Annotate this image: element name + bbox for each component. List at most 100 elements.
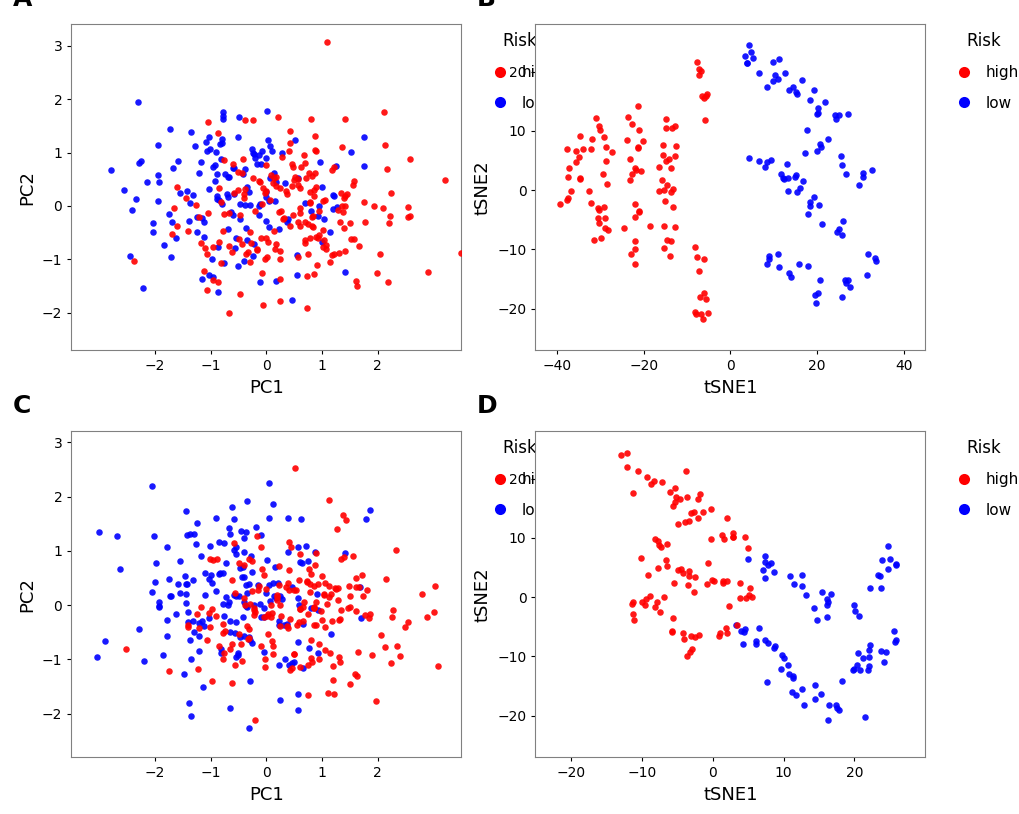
Point xyxy=(861,639,877,652)
Point xyxy=(639,569,655,582)
Point xyxy=(336,113,353,126)
Point xyxy=(429,659,445,672)
Point xyxy=(291,220,308,233)
Point xyxy=(646,601,662,614)
Point xyxy=(252,597,268,610)
Point xyxy=(327,582,343,595)
Point xyxy=(221,207,237,220)
Point xyxy=(702,532,718,545)
Point xyxy=(277,185,293,198)
X-axis label: PC1: PC1 xyxy=(249,786,283,803)
Point xyxy=(713,528,730,541)
Point xyxy=(233,237,250,250)
Point xyxy=(703,574,719,587)
Point xyxy=(879,540,896,553)
Point xyxy=(281,583,298,596)
Point xyxy=(214,627,230,640)
Point xyxy=(271,182,287,195)
Point xyxy=(325,203,341,216)
Point xyxy=(225,537,242,550)
Point xyxy=(324,248,340,261)
Point xyxy=(388,640,405,653)
Point xyxy=(252,176,268,189)
Legend: high, low: high, low xyxy=(484,439,554,518)
Point xyxy=(253,640,269,653)
Point xyxy=(734,637,750,650)
Point xyxy=(218,188,234,201)
Point xyxy=(591,124,607,137)
Point xyxy=(257,215,273,228)
Point xyxy=(378,572,394,585)
Point xyxy=(233,654,250,667)
Point xyxy=(623,168,639,181)
Point xyxy=(267,591,283,604)
Point xyxy=(306,267,322,280)
Point xyxy=(794,175,810,188)
Point xyxy=(267,195,283,208)
Point xyxy=(662,185,679,198)
Point xyxy=(596,221,612,234)
Point xyxy=(264,144,280,157)
Point xyxy=(286,170,303,183)
Point xyxy=(626,257,642,270)
Point xyxy=(658,178,675,191)
Point xyxy=(289,179,306,192)
Point xyxy=(297,196,313,209)
Point xyxy=(736,50,752,63)
Point xyxy=(655,590,672,603)
Point xyxy=(739,542,755,555)
Point xyxy=(787,689,803,702)
Point xyxy=(380,275,396,288)
Point xyxy=(300,217,316,230)
Point xyxy=(281,219,298,232)
Point xyxy=(585,234,601,247)
Point xyxy=(244,637,260,650)
Point xyxy=(829,223,846,236)
Point xyxy=(304,220,320,233)
Point xyxy=(201,611,217,624)
Point xyxy=(764,566,781,579)
Point xyxy=(270,111,286,124)
Point xyxy=(683,629,699,642)
Point xyxy=(657,122,674,135)
Point xyxy=(850,178,866,191)
Point xyxy=(785,80,801,93)
Point xyxy=(289,703,306,716)
Point xyxy=(335,550,352,563)
Point xyxy=(300,659,316,672)
Point xyxy=(559,171,576,184)
Point xyxy=(261,511,277,524)
Point xyxy=(262,168,278,182)
Point xyxy=(769,247,786,260)
Point xyxy=(655,242,672,255)
Point xyxy=(236,592,253,605)
Point xyxy=(779,157,795,170)
Point xyxy=(571,172,587,185)
Point xyxy=(310,199,326,212)
Point xyxy=(733,624,749,637)
Point xyxy=(210,235,226,248)
Point xyxy=(281,535,298,548)
Point xyxy=(170,154,186,167)
Point xyxy=(291,201,308,214)
Point xyxy=(880,552,897,565)
Point xyxy=(211,194,227,207)
Point xyxy=(251,580,267,593)
Point xyxy=(246,147,262,160)
Point xyxy=(204,576,220,589)
Point xyxy=(875,655,892,668)
Point xyxy=(253,157,269,170)
Point xyxy=(887,633,903,646)
Point xyxy=(773,172,790,185)
Point xyxy=(797,589,813,602)
Point xyxy=(209,167,225,180)
Point xyxy=(211,536,227,549)
Point xyxy=(187,199,204,212)
Point xyxy=(754,563,770,576)
Point xyxy=(249,243,265,256)
Point xyxy=(642,478,658,491)
Point xyxy=(297,156,313,169)
Point xyxy=(291,603,308,616)
Point xyxy=(274,151,290,164)
Point xyxy=(166,202,182,215)
